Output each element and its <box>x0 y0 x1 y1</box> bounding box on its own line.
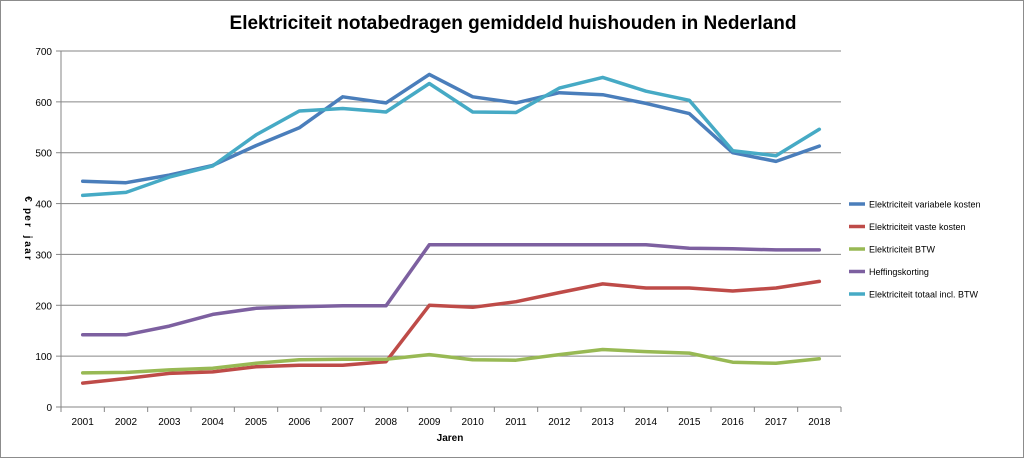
y-axis-title-char: j <box>22 235 33 239</box>
x-tick-label: 2018 <box>808 417 831 428</box>
x-axis-title: Jaren <box>437 433 464 444</box>
x-tick-label: 2003 <box>158 417 181 428</box>
y-axis-title-char: r <box>22 256 33 260</box>
y-tick-label: 200 <box>35 301 52 312</box>
y-tick-label: 100 <box>35 352 52 363</box>
x-tick-label: 2014 <box>635 417 658 428</box>
x-tick-label: 2008 <box>375 417 398 428</box>
x-tick-label: 2009 <box>418 417 441 428</box>
x-axis-ticks: 2001 2002 2003 2004 2005 2006 2007 2008 2009 2010… <box>60 407 842 428</box>
legend: Elektriciteit variabele kosten Elektricit… <box>849 200 981 300</box>
series-lines <box>80 72 822 385</box>
x-tick-label: 2012 <box>548 417 571 428</box>
series-line-4 <box>80 243 822 337</box>
series-line-1 <box>80 72 822 185</box>
x-tick-label: 2013 <box>592 417 615 428</box>
x-tick-label: 2006 <box>288 417 311 428</box>
x-tick-label: 2015 <box>678 417 701 428</box>
y-axis-ticks: 0 100 200 300 400 500 600 700 <box>35 47 61 414</box>
x-tick-label: 2016 <box>722 417 745 428</box>
axes <box>60 51 841 408</box>
x-tick-label: 2007 <box>332 417 355 428</box>
y-tick-label: 300 <box>35 250 52 261</box>
y-tick-label: 700 <box>35 47 52 58</box>
y-axis-title-char: € <box>22 196 33 202</box>
x-tick-label: 2010 <box>462 417 485 428</box>
series-line-5 <box>80 75 822 198</box>
x-tick-label: 2011 <box>505 417 527 428</box>
y-axis-title-char: e <box>22 215 33 221</box>
x-tick-label: 2005 <box>245 417 268 428</box>
legend-label: Elektriciteit BTW <box>869 245 936 255</box>
legend-label: Elektriciteit vaste kosten <box>869 222 966 232</box>
chart-title: Elektriciteit notabedragen gemiddeld hui… <box>230 13 797 34</box>
y-tick-label: 400 <box>35 200 52 211</box>
y-tick-label: 0 <box>46 403 52 414</box>
y-axis-title-char: p <box>22 208 33 214</box>
x-tick-label: 2001 <box>72 417 95 428</box>
legend-label: Elektriciteit variabele kosten <box>869 200 981 210</box>
y-tick-label: 600 <box>35 98 52 109</box>
y-axis-title-char: r <box>22 223 33 227</box>
series-line-3 <box>80 347 822 375</box>
y-tick-label: 500 <box>35 149 52 160</box>
legend-label: Heffingskorting <box>869 267 929 277</box>
y-axis-title-char: a <box>22 241 33 247</box>
gridlines <box>61 50 841 357</box>
x-tick-label: 2004 <box>202 417 225 428</box>
series-line-2 <box>80 279 822 385</box>
x-tick-label: 2017 <box>765 417 788 428</box>
y-axis-title-char: a <box>22 248 33 254</box>
legend-label: Elektriciteit totaal incl. BTW <box>869 290 979 300</box>
x-tick-label: 2002 <box>115 417 138 428</box>
